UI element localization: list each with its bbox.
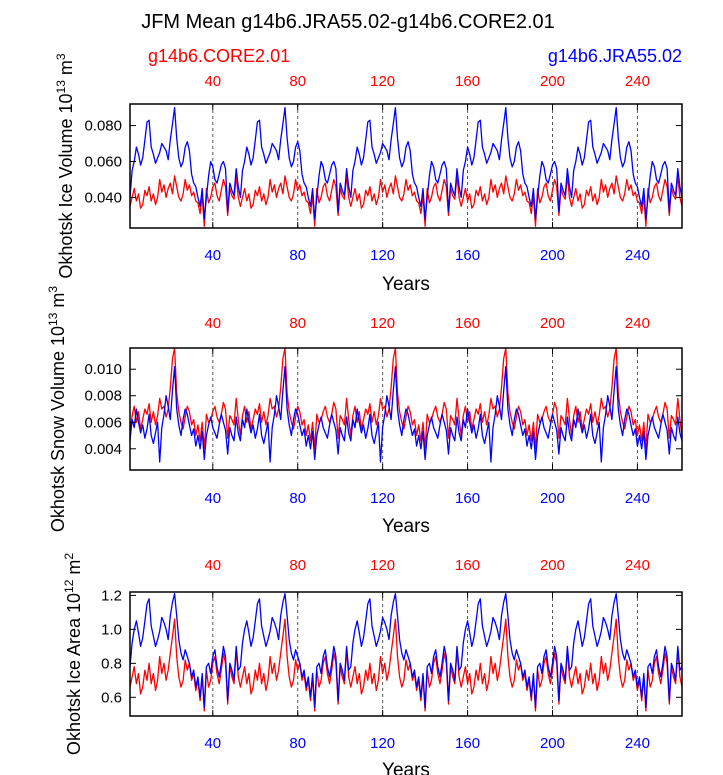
x-tick-label-bottom: 200 xyxy=(540,735,565,752)
x-tick-label-top: 240 xyxy=(625,315,650,332)
series-line-core xyxy=(129,347,683,450)
x-axis-label: Years xyxy=(382,274,430,295)
y-axis-label-part: m xyxy=(56,60,76,80)
chart-panels: 404080801201201601602002002402400.0400.0… xyxy=(46,53,683,775)
x-tick-label-bottom: 160 xyxy=(455,490,480,507)
series-line-core xyxy=(129,618,683,712)
x-tick-label-top: 40 xyxy=(204,315,221,332)
x-tick-label-top: 160 xyxy=(455,557,480,574)
x-tick-label-bottom: 120 xyxy=(370,735,395,752)
y-axis-label-part: 3 xyxy=(46,286,60,293)
chart-title: JFM Mean g14b6.JRA55.02-g14b6.CORE2.01 xyxy=(141,11,555,33)
series-line-jra xyxy=(129,365,683,463)
x-axis-label: Years xyxy=(382,516,430,537)
x-tick-label-top: 200 xyxy=(540,557,565,574)
x-tick-label-bottom: 200 xyxy=(540,490,565,507)
x-tick-label-top: 80 xyxy=(289,557,306,574)
panel-1: 40 40 80 80 120 120 160 160 200 200 240 240 0.040 0.0… xyxy=(54,53,683,295)
x-tick-label-top: 160 xyxy=(455,73,480,90)
x-tick-label-bottom: 40 xyxy=(204,247,221,264)
y-axis-label-part: 13 xyxy=(54,80,68,94)
x-tick-label-bottom: 120 xyxy=(370,247,395,264)
x-tick-label-top: 200 xyxy=(540,315,565,332)
y-axis-label: Okhotsk Ice Area 1012 m2 xyxy=(62,553,84,755)
x-tick-label-bottom: 40 xyxy=(204,490,221,507)
y-axis-label-part: 12 xyxy=(62,579,76,593)
x-tick-label-bottom: 120 xyxy=(370,490,395,507)
plot-frame xyxy=(129,103,683,229)
y-tick-label: 0.004 xyxy=(84,441,122,458)
series-line-core xyxy=(129,175,683,227)
x-tick-label-bottom: 240 xyxy=(625,735,650,752)
y-tick-label: 0.010 xyxy=(84,361,122,378)
y-axis-label-part: 2 xyxy=(62,553,76,560)
x-tick-label-bottom: 80 xyxy=(289,735,306,752)
x-tick-label-bottom: 160 xyxy=(455,247,480,264)
x-tick-label-top: 160 xyxy=(455,315,480,332)
x-tick-label-bottom: 40 xyxy=(204,735,221,752)
x-tick-label-top: 40 xyxy=(204,73,221,90)
y-axis-label-part: 13 xyxy=(46,312,60,326)
x-tick-label-top: 120 xyxy=(370,315,395,332)
series-line-jra xyxy=(129,106,683,220)
x-tick-label-bottom: 240 xyxy=(625,247,650,264)
x-tick-label-bottom: 240 xyxy=(625,490,650,507)
x-tick-label-top: 40 xyxy=(204,557,221,574)
x-tick-label-bottom: 160 xyxy=(455,735,480,752)
panel-3: 40 40 80 80 120 120 160 160 200 200 240 240 0.6 0.8 1.… xyxy=(62,553,683,775)
y-tick-label: 1.2 xyxy=(101,587,122,604)
y-axis-label: Okhotsk Ice Volume 1013 m3 xyxy=(54,53,76,278)
y-tick-label: 0.006 xyxy=(84,414,122,431)
x-tick-label-bottom: 80 xyxy=(289,490,306,507)
plot-frame xyxy=(129,591,683,717)
y-tick-label: 0.8 xyxy=(101,655,122,672)
y-axis-label-part: Okhotsk Ice Volume 10 xyxy=(56,93,76,278)
y-tick-label: 0.060 xyxy=(84,154,122,171)
x-tick-label-top: 240 xyxy=(625,73,650,90)
x-tick-label-bottom: 80 xyxy=(289,247,306,264)
y-axis-label-part: Okhotsk Ice Area 10 xyxy=(64,593,84,755)
y-tick-label: 1.0 xyxy=(101,621,122,638)
x-tick-label-top: 80 xyxy=(289,73,306,90)
x-tick-label-top: 200 xyxy=(540,73,565,90)
x-tick-label-top: 80 xyxy=(289,315,306,332)
series-line-jra xyxy=(129,593,683,709)
x-tick-label-top: 120 xyxy=(370,557,395,574)
panel-2: 40 40 80 80 120 120 160 160 200 200 240 240 0.004 0.0… xyxy=(46,286,683,537)
y-axis-label: Okhotsk Snow Volume 1013 m3 xyxy=(46,286,68,532)
x-tick-label-top: 240 xyxy=(625,557,650,574)
plot-frame xyxy=(129,347,683,471)
y-tick-label: 0.040 xyxy=(84,189,122,206)
y-tick-label: 0.008 xyxy=(84,388,122,405)
legend-label-jra: g14b6.JRA55.02 xyxy=(548,46,682,66)
x-axis-label: Years xyxy=(382,760,430,775)
x-tick-label-top: 120 xyxy=(370,73,395,90)
y-axis-label-part: m xyxy=(48,293,68,313)
y-axis-label-part: m xyxy=(64,560,84,580)
y-tick-label: 0.6 xyxy=(101,689,122,706)
legend-label-core: g14b6.CORE2.01 xyxy=(148,46,290,66)
y-tick-label: 0.080 xyxy=(84,118,122,135)
y-axis-label-part: 3 xyxy=(54,53,68,60)
y-axis-label-part: Okhotsk Snow Volume 10 xyxy=(48,326,68,532)
x-tick-label-bottom: 200 xyxy=(540,247,565,264)
